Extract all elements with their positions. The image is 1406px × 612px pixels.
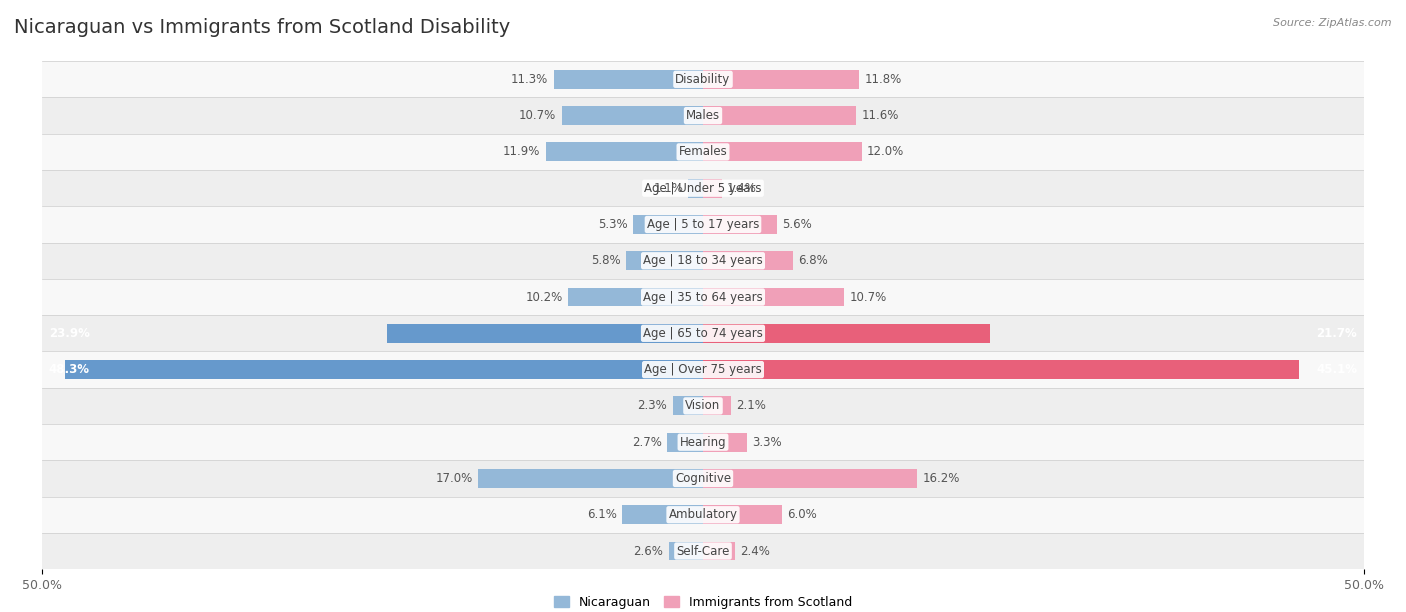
Bar <box>42 134 1364 170</box>
Bar <box>65 360 703 379</box>
Text: 23.9%: 23.9% <box>49 327 90 340</box>
Text: 2.4%: 2.4% <box>740 545 770 558</box>
Bar <box>672 397 703 416</box>
Text: 11.8%: 11.8% <box>865 73 901 86</box>
Text: 2.3%: 2.3% <box>637 400 668 412</box>
Bar <box>703 397 731 416</box>
Bar <box>626 252 703 270</box>
Text: 2.7%: 2.7% <box>633 436 662 449</box>
Text: Hearing: Hearing <box>679 436 727 449</box>
Bar <box>703 288 845 307</box>
Text: 6.8%: 6.8% <box>799 254 828 267</box>
Text: 5.8%: 5.8% <box>592 254 621 267</box>
Bar <box>42 351 1364 388</box>
Text: 11.3%: 11.3% <box>512 73 548 86</box>
Bar <box>703 252 793 270</box>
Bar <box>703 215 778 234</box>
Bar <box>568 288 703 307</box>
Bar <box>42 61 1364 97</box>
Bar <box>668 433 703 452</box>
Text: 5.3%: 5.3% <box>598 218 627 231</box>
Bar <box>478 469 703 488</box>
Bar <box>703 360 1299 379</box>
Text: 3.3%: 3.3% <box>752 436 782 449</box>
Text: 17.0%: 17.0% <box>436 472 472 485</box>
Bar <box>42 242 1364 279</box>
Bar <box>633 215 703 234</box>
Text: 1.1%: 1.1% <box>654 182 683 195</box>
Text: 5.6%: 5.6% <box>782 218 813 231</box>
Text: 2.6%: 2.6% <box>634 545 664 558</box>
Text: 6.0%: 6.0% <box>787 508 817 521</box>
Bar <box>669 542 703 561</box>
Text: 2.1%: 2.1% <box>737 400 766 412</box>
Bar <box>42 279 1364 315</box>
Bar <box>554 70 703 89</box>
Bar <box>703 506 782 524</box>
Bar <box>703 179 721 198</box>
Text: 10.7%: 10.7% <box>849 291 887 304</box>
Bar <box>42 315 1364 351</box>
Bar <box>42 496 1364 533</box>
Text: Self-Care: Self-Care <box>676 545 730 558</box>
Text: Age | 65 to 74 years: Age | 65 to 74 years <box>643 327 763 340</box>
Text: Cognitive: Cognitive <box>675 472 731 485</box>
Bar <box>42 97 1364 134</box>
Text: 21.7%: 21.7% <box>1316 327 1357 340</box>
Bar <box>387 324 703 343</box>
Text: Age | Over 75 years: Age | Over 75 years <box>644 363 762 376</box>
Bar <box>42 170 1364 206</box>
Bar <box>42 460 1364 496</box>
Text: 12.0%: 12.0% <box>868 146 904 159</box>
Text: Nicaraguan vs Immigrants from Scotland Disability: Nicaraguan vs Immigrants from Scotland D… <box>14 18 510 37</box>
Text: Males: Males <box>686 109 720 122</box>
Bar <box>42 388 1364 424</box>
Text: Source: ZipAtlas.com: Source: ZipAtlas.com <box>1274 18 1392 28</box>
Text: Vision: Vision <box>685 400 721 412</box>
Text: 6.1%: 6.1% <box>588 508 617 521</box>
Text: Disability: Disability <box>675 73 731 86</box>
Bar <box>42 424 1364 460</box>
Bar <box>42 206 1364 242</box>
Bar <box>703 433 747 452</box>
Text: 48.3%: 48.3% <box>49 363 90 376</box>
Text: 11.6%: 11.6% <box>862 109 898 122</box>
Bar <box>623 506 703 524</box>
Bar <box>42 533 1364 569</box>
Text: Females: Females <box>679 146 727 159</box>
Text: Age | Under 5 years: Age | Under 5 years <box>644 182 762 195</box>
Bar <box>703 70 859 89</box>
Bar <box>703 542 735 561</box>
Bar <box>689 179 703 198</box>
Text: Age | 18 to 34 years: Age | 18 to 34 years <box>643 254 763 267</box>
Bar <box>546 143 703 162</box>
Bar <box>561 106 703 125</box>
Text: 10.7%: 10.7% <box>519 109 557 122</box>
Legend: Nicaraguan, Immigrants from Scotland: Nicaraguan, Immigrants from Scotland <box>554 595 852 608</box>
Text: 16.2%: 16.2% <box>922 472 960 485</box>
Bar <box>703 106 856 125</box>
Text: Age | 35 to 64 years: Age | 35 to 64 years <box>643 291 763 304</box>
Text: 1.4%: 1.4% <box>727 182 756 195</box>
Text: Age | 5 to 17 years: Age | 5 to 17 years <box>647 218 759 231</box>
Text: 45.1%: 45.1% <box>1316 363 1357 376</box>
Bar <box>703 324 990 343</box>
Bar <box>703 469 917 488</box>
Bar <box>703 143 862 162</box>
Text: 10.2%: 10.2% <box>526 291 562 304</box>
Text: 11.9%: 11.9% <box>503 146 540 159</box>
Text: Ambulatory: Ambulatory <box>668 508 738 521</box>
